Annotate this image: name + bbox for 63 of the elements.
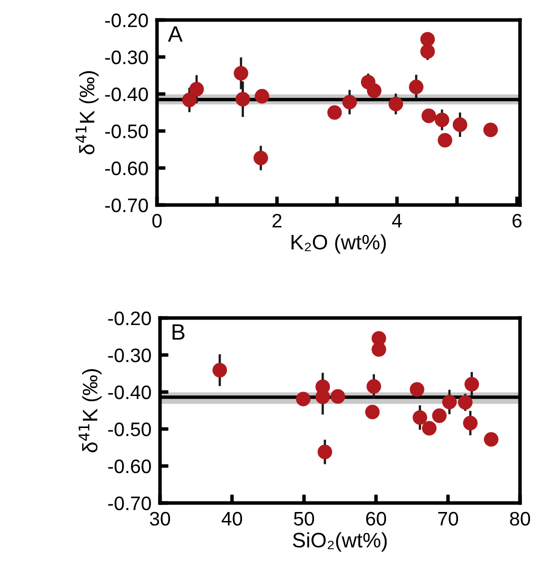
point [412,410,428,425]
y-tick-label: -0.30 [105,50,148,64]
y-tick-label: -0.60 [108,459,151,474]
x-tick-label: 70 [438,512,458,526]
point [420,44,435,59]
point [484,432,498,447]
x-axis-title: SiO₂(wt%) [292,532,387,552]
x-tick-label: 2 [272,214,282,228]
point [318,444,332,460]
y-tick-label: -0.50 [105,124,148,138]
point [182,92,197,108]
x-tick-label: 4 [392,214,402,228]
point [432,408,447,423]
x-tick-label: 6 [512,214,522,228]
point [366,83,382,98]
x-tick-label: 0 [152,214,162,228]
point [483,122,498,138]
y-tick-label: -0.70 [108,496,151,510]
point [366,379,382,394]
y-tick-label: -0.20 [105,13,148,28]
point [458,395,473,410]
y-tick-label: -0.30 [108,348,151,362]
y-tick-label: -0.40 [105,87,148,102]
point [422,108,436,124]
point [442,394,457,410]
point [422,420,437,436]
point [342,94,357,110]
x-tick-label: 50 [294,512,314,526]
point [452,117,468,132]
point [463,416,478,430]
point [408,80,424,94]
point [254,150,268,166]
point [296,392,311,406]
annotation: B [172,324,184,340]
x-axis-title: K₂O (wt%) [292,234,386,254]
point [365,404,380,420]
y-tick-label: -0.40 [108,385,151,400]
x-tick-label: 30 [150,512,170,526]
x-tick-label: 80 [510,512,530,526]
point [212,362,228,378]
y-axis-title: δ$^{41}$K (‰) [76,71,99,154]
y-tick-label: -0.70 [105,198,148,212]
annotation: A [168,26,183,42]
x-tick-label: 60 [366,512,386,526]
point [189,82,204,96]
point [327,105,342,120]
point [464,376,480,392]
point [234,66,248,81]
point [388,96,404,112]
point [236,92,250,106]
y-tick-label: -0.20 [108,311,151,326]
point [420,32,435,47]
y-axis-title: δ$^{41}$K (‰) [78,369,102,452]
point [438,132,452,148]
point [410,382,424,397]
y-tick-label: -0.50 [108,422,151,436]
x-tick-label: 40 [222,512,242,526]
point [434,112,450,128]
point [315,390,330,404]
point [330,389,346,404]
point [254,88,270,104]
point [372,342,386,357]
y-tick-label: -0.60 [105,161,148,176]
